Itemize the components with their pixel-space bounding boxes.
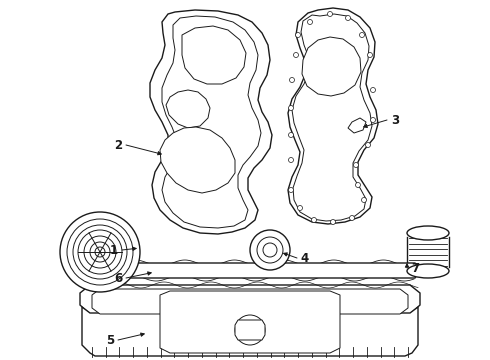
Ellipse shape — [407, 264, 449, 278]
Circle shape — [353, 162, 359, 167]
Polygon shape — [80, 285, 420, 314]
Polygon shape — [348, 118, 366, 133]
Polygon shape — [292, 14, 372, 221]
Circle shape — [356, 183, 361, 188]
Text: 2: 2 — [114, 139, 122, 152]
Polygon shape — [93, 263, 420, 278]
Text: 3: 3 — [391, 113, 399, 126]
Circle shape — [362, 198, 367, 202]
Circle shape — [250, 230, 290, 270]
Circle shape — [366, 143, 370, 148]
Polygon shape — [82, 307, 418, 356]
Circle shape — [295, 32, 300, 37]
Circle shape — [360, 32, 365, 37]
Circle shape — [297, 206, 302, 211]
Polygon shape — [302, 37, 361, 96]
Polygon shape — [182, 26, 246, 84]
Text: 4: 4 — [301, 252, 309, 265]
Ellipse shape — [407, 226, 449, 240]
Text: 1: 1 — [110, 243, 118, 257]
Circle shape — [370, 117, 375, 122]
Circle shape — [289, 132, 294, 138]
Circle shape — [290, 77, 294, 82]
Circle shape — [308, 19, 313, 24]
Text: 5: 5 — [106, 333, 114, 346]
Circle shape — [370, 87, 375, 93]
Circle shape — [368, 53, 372, 58]
Circle shape — [312, 217, 317, 222]
Polygon shape — [150, 10, 272, 234]
Text: 6: 6 — [114, 271, 122, 284]
Circle shape — [289, 188, 294, 193]
Polygon shape — [160, 291, 340, 353]
Text: 7: 7 — [411, 261, 419, 274]
Polygon shape — [92, 289, 408, 314]
Circle shape — [327, 12, 333, 17]
Polygon shape — [162, 16, 261, 228]
Polygon shape — [288, 8, 378, 224]
Polygon shape — [235, 320, 265, 340]
Circle shape — [289, 158, 294, 162]
Circle shape — [349, 216, 354, 220]
Circle shape — [345, 15, 350, 21]
Polygon shape — [160, 127, 235, 193]
Circle shape — [289, 105, 294, 111]
Circle shape — [60, 212, 140, 292]
Polygon shape — [166, 90, 210, 128]
Circle shape — [330, 220, 336, 225]
Circle shape — [294, 53, 298, 58]
